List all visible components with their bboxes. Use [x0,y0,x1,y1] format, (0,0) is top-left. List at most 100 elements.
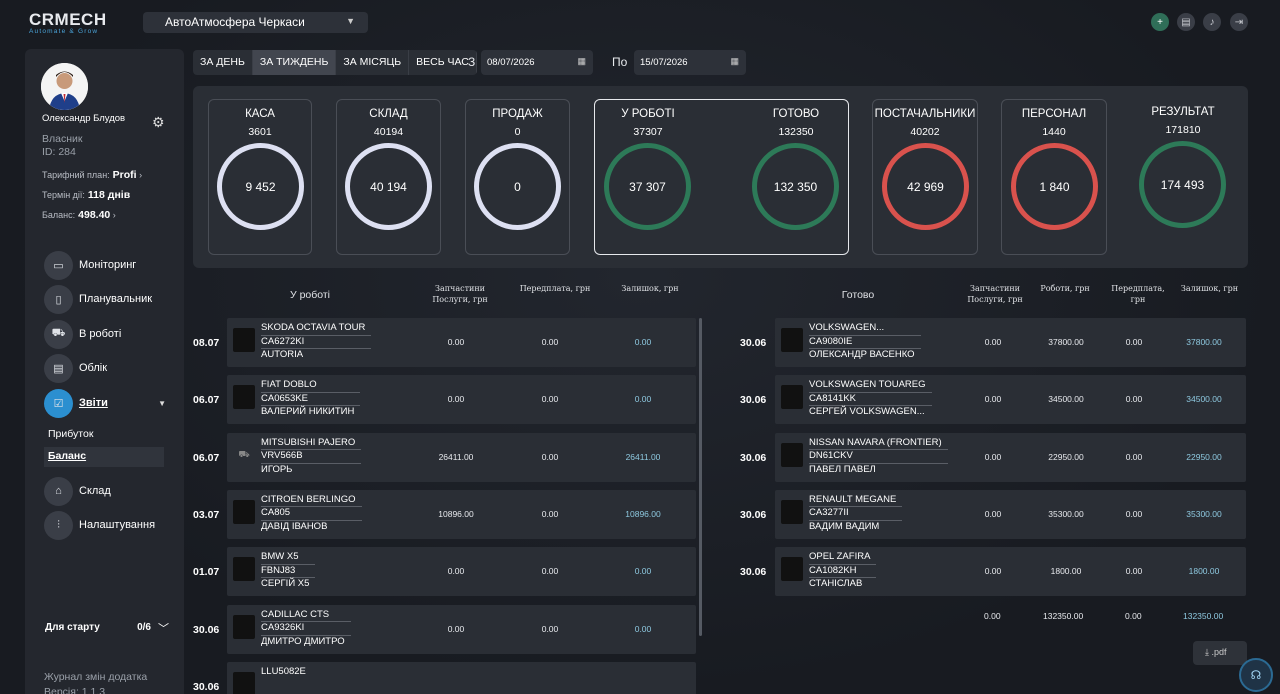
gotovo-title: ГОТОВО [772,108,820,120]
warehouse-icon: ⌂ [44,476,73,506]
cell-b: 0.00 [541,337,559,347]
document-icon: ▤ [44,353,73,383]
nav-warehouse[interactable]: ⌂ Склад [44,476,184,506]
car-car: CITROEN BERLINGO [261,494,362,508]
tab-all-time[interactable]: ВЕСЬ ЧАС [409,50,477,75]
pdf-export-button[interactable]: ⤓ .pdf [1193,641,1247,665]
row-date: 30.06 [740,451,767,464]
car-plate: CA9080IE [809,336,921,349]
card-in-work-ready[interactable]: У РОБОТІ 37307 37 307 ГОТОВО 132350 132 35… [594,99,849,255]
card-prodazh[interactable]: ПРОДАЖ 0 0 [465,99,570,255]
nav-settings[interactable]: ⫶ Налаштування [44,510,184,540]
user-name: Олександр Блудов [42,113,126,124]
cell-d: 22950.00 [1186,451,1222,462]
car-plate: DN61CKV [809,450,948,464]
table-row[interactable]: ⛟ MITSUBISHI PAJERO VRV566B ИГОРЬ 26411.00 0.… [227,432,696,482]
card-kasa[interactable]: КАСА 3601 9 452 [208,99,312,255]
cell-a: 0.00 [984,394,1002,405]
notebook-icon: ▯ [44,284,73,314]
nav-accounting[interactable]: ▤ Облік [44,353,184,383]
car-info: RENAULT MEGANE CA3277II ВАДИМ ВАДИМ [809,494,903,534]
car-car: BMW X5 [261,551,316,565]
nav-monitoring[interactable]: ▭ Моніторинг [44,250,184,280]
nav-planner[interactable]: ▯ Планувальник [44,284,184,314]
car-car: VOLKSWAGEN... [809,322,921,336]
car-car: MITSUBISHI PAJERO [261,437,362,451]
table-row[interactable]: CITROEN BERLINGO CA805 ДАВІД ІВАНОВ 10896.0… [227,489,696,539]
bell-icon[interactable]: ♪ [1203,13,1221,31]
right-col-prepay: Передплата, грн [1111,284,1165,304]
cell-d: 37800.00 [1186,337,1222,347]
right-col-balance: Залишок, грн [1180,284,1239,293]
u-roboti-value: 37307 [633,126,663,138]
car-thumbnail [233,385,255,410]
cell-b: 0.00 [541,451,559,462]
table-row[interactable]: VOLKSWAGEN... CA9080IE ОЛЕКСАНДР ВАСЕНКО 0.… [775,318,1246,367]
car-client: СТАНІСЛАВ [809,578,863,590]
cell-c: 10896.00 [625,508,661,519]
table-row[interactable]: RENAULT MEGANE CA3277II ВАДИМ ВАДИМ 0.00 353… [775,489,1246,539]
total-parts: 0.00 [984,611,1001,621]
shop-select[interactable]: АвтоАтмосфера Черкаси ▼ [143,12,368,33]
top-bar: CRMECH Automate & Grow АвтоАтмосфера Черк… [0,0,1280,44]
car-thumbnail [781,499,803,524]
car-client: ДМИТРО ДМИТРО [261,635,345,647]
getting-started[interactable]: Для старту 0/6 ﹀ [45,622,169,635]
table-row[interactable]: VOLKSWAGEN TOUAREG CA8141KK СЕРГЕЙ VOLKSWA… [775,375,1246,425]
gear-icon[interactable]: ⚙ [152,114,165,130]
car-client: СЕРГЕЙ VOLKSWAGEN... [809,406,925,418]
cell-c: 0.00 [1125,508,1143,519]
car-plate: CA805 [261,507,362,521]
date-to-field[interactable]: 15/07/2026 ▦ [634,50,746,75]
left-table-scrollbar[interactable] [699,318,702,636]
cell-a: 0.00 [984,566,1002,577]
card-sklad[interactable]: СКЛАД 40194 40 194 [336,99,441,255]
car-client: AUTORIA [261,349,304,360]
tab-month[interactable]: ЗА МІСЯЦЬ [336,50,410,75]
car-plate: FBNJ83 [261,565,316,579]
sub-profit[interactable]: Прибуток [48,428,94,440]
calendar-icon: ▦ [577,56,586,66]
logout-icon[interactable]: ⇥ [1230,13,1248,31]
table-row[interactable]: CADILLAC CTS CA9326KI ДМИТРО ДМИТРО 0.00 0.0… [227,604,696,654]
nav-reports[interactable]: ☑ Звіти ▼ [44,388,184,418]
car-car: VOLKSWAGEN TOUAREG [809,379,932,393]
plus-icon[interactable]: + [1151,13,1169,31]
cell-c: 26411.00 [625,451,661,462]
left-col-prepay: Передплата, грн [519,284,591,293]
camera-icon: ▭ [44,250,73,280]
cell-a: 0.00 [447,337,465,347]
row-date: 30.06 [193,623,220,636]
table-row[interactable]: FIAT DOBLO CA0653KE ВАЛЕРИЙ НИКИТИН 0.00 0.0… [227,375,696,425]
card-result[interactable]: РЕЗУЛЬТАТ 171810 174 493 [1130,99,1236,255]
card-personnel[interactable]: ПЕРСОНАЛ 1440 1 840 [1001,99,1107,255]
calendar-icon[interactable]: ▤ [1177,13,1195,31]
table-row[interactable]: LLU5082E [227,661,696,694]
car-client: ВАЛЕРИЙ НИКИТИН [261,406,355,418]
balance-info[interactable]: Баланс: 498.40 › [42,209,116,221]
total-balance: 132350.00 [1183,611,1224,621]
table-row[interactable]: SKODA OCTAVIA TOUR CA6272KI AUTORIA 0.00 0.0… [227,318,696,367]
cell-b: 37800.00 [1048,337,1084,347]
date-from-field[interactable]: 08/07/2026 ▦ [481,50,593,75]
avatar[interactable] [41,63,88,110]
cell-a: 10896.00 [438,508,474,519]
support-headset-icon[interactable]: ☊ [1239,658,1273,692]
cell-c: 0.00 [634,566,652,577]
tab-week[interactable]: ЗА ТИЖДЕНЬ [252,50,337,75]
cell-d: 34500.00 [1186,394,1222,405]
plan-info[interactable]: Тарифний план: Profi › [42,169,143,181]
row-date: 30.06 [740,394,767,407]
app-logo[interactable]: CRMECH Automate & Grow [29,10,107,35]
table-row[interactable]: BMW X5 FBNJ83 СЕРГІЙ X5 0.00 0.00 0.00 [227,547,696,597]
nav-in-work[interactable]: ⛟ В роботі [44,319,184,349]
total-works: 132350.00 [1043,611,1084,621]
sub-balance[interactable]: Баланс [44,447,164,467]
table-row[interactable]: NISSAN NAVARA (FRONTIER) DN61CKV ПАВЕЛ ПАВ… [775,432,1246,482]
row-date: 01.07 [193,566,220,579]
car-thumbnail [781,557,803,582]
card-suppliers[interactable]: ПОСТАЧАЛЬНИКИ 40202 42 969 [872,99,978,255]
changelog[interactable]: Журнал змін додатка Версія: 1.1.3 [44,670,147,694]
tab-day[interactable]: ЗА ДЕНЬ [193,50,253,75]
table-row[interactable]: OPEL ZAFIRA CA1082KH СТАНІСЛАВ 0.00 1800.00 0… [775,547,1246,597]
